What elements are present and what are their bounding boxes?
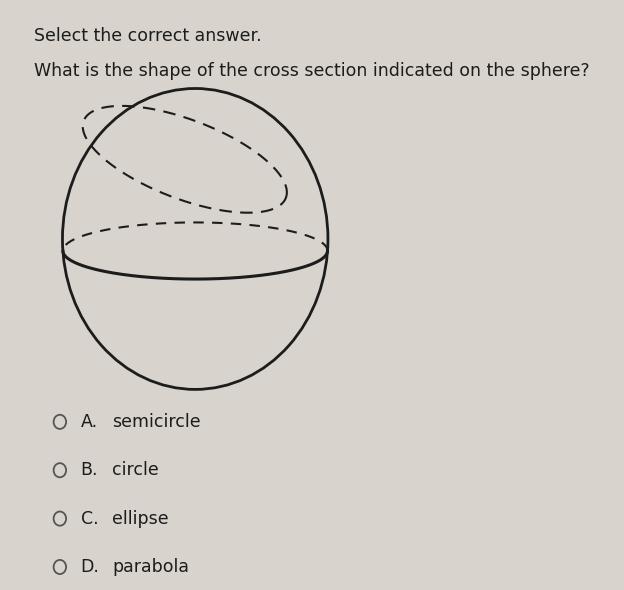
- Text: What is the shape of the cross section indicated on the sphere?: What is the shape of the cross section i…: [34, 62, 590, 80]
- Text: Select the correct answer.: Select the correct answer.: [34, 27, 261, 45]
- Text: A.: A.: [80, 413, 98, 431]
- Text: ellipse: ellipse: [112, 510, 168, 527]
- Text: B.: B.: [80, 461, 98, 479]
- Text: circle: circle: [112, 461, 158, 479]
- Text: parabola: parabola: [112, 558, 189, 576]
- Text: semicircle: semicircle: [112, 413, 200, 431]
- Text: D.: D.: [80, 558, 100, 576]
- Text: C.: C.: [80, 510, 99, 527]
